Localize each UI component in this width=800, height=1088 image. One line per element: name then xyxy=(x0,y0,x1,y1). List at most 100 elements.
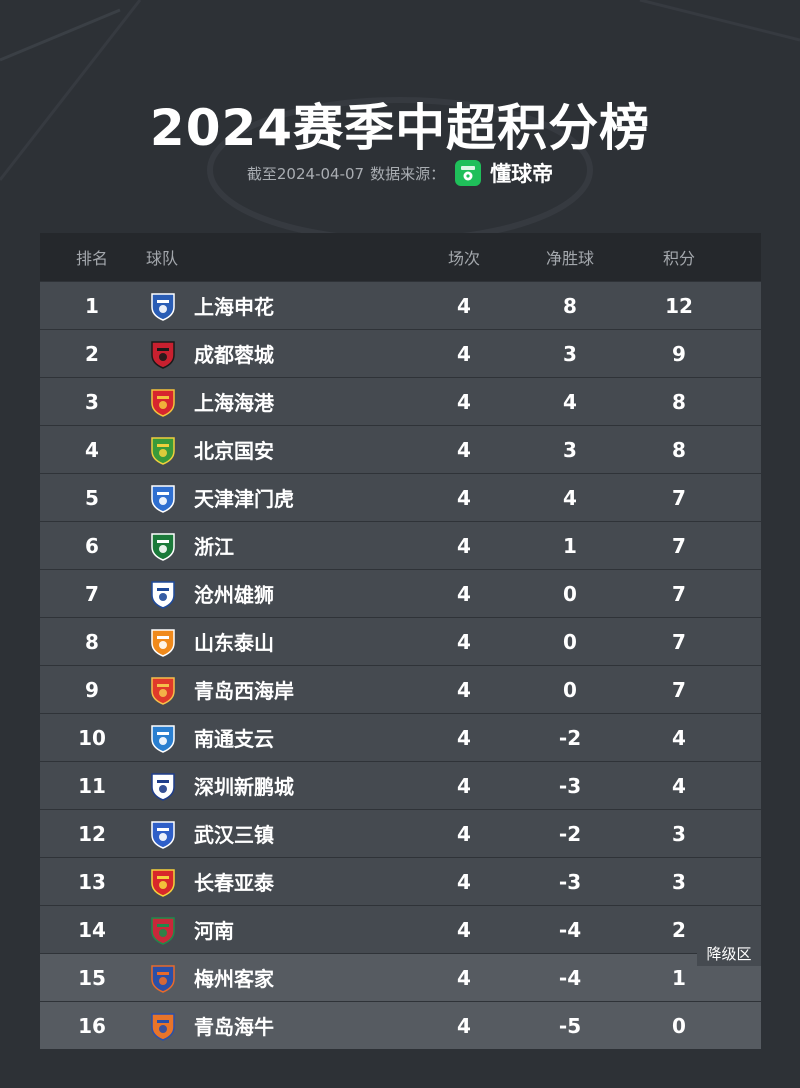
source-name: 懂球帝 xyxy=(490,162,554,186)
goal-diff-cell: 0 xyxy=(563,629,577,654)
team-badge-icon xyxy=(148,1011,178,1041)
team-cell: 青岛海牛 xyxy=(144,1011,412,1041)
played-cell: 4 xyxy=(457,725,471,750)
table-row[interactable]: 15 梅州客家 4 -4 1 xyxy=(40,953,761,1001)
team-name: 南通支云 xyxy=(194,727,274,751)
team-cell: 河南 xyxy=(144,915,412,945)
rank-cell: 13 xyxy=(78,869,106,894)
points-cell: 9 xyxy=(672,341,686,366)
team-cell: 上海海港 xyxy=(144,387,412,417)
goal-diff-cell: 8 xyxy=(563,293,577,318)
played-cell: 4 xyxy=(457,677,471,702)
team-cell: 上海申花 xyxy=(144,291,412,321)
rank-cell: 11 xyxy=(78,773,106,798)
played-cell: 4 xyxy=(457,773,471,798)
rank-cell: 6 xyxy=(85,533,99,558)
team-name: 青岛西海岸 xyxy=(194,679,294,703)
played-cell: 4 xyxy=(457,485,471,510)
table-row[interactable]: 12 武汉三镇 4 -2 3 xyxy=(40,809,761,857)
points-cell: 7 xyxy=(672,677,686,702)
source-label: 数据来源： xyxy=(370,164,446,183)
team-name: 青岛海牛 xyxy=(194,1015,274,1039)
played-cell: 4 xyxy=(457,965,471,990)
goal-diff-cell: 1 xyxy=(563,533,577,558)
points-cell: 7 xyxy=(672,629,686,654)
table-row[interactable]: 8 山东泰山 4 0 7 xyxy=(40,617,761,665)
table-row[interactable]: 14 河南 4 -4 2 xyxy=(40,905,761,953)
rank-cell: 3 xyxy=(85,389,99,414)
as-of-date: 截至2024-04-07 xyxy=(246,164,365,183)
points-cell: 0 xyxy=(672,1013,686,1038)
table-row[interactable]: 10 南通支云 4 -2 4 xyxy=(40,713,761,761)
table-row[interactable]: 16 青岛海牛 4 -5 0 xyxy=(40,1001,761,1049)
points-cell: 8 xyxy=(672,389,686,414)
played-cell: 4 xyxy=(457,821,471,846)
team-name: 成都蓉城 xyxy=(194,343,274,367)
points-cell: 4 xyxy=(672,773,686,798)
rank-cell: 2 xyxy=(85,341,99,366)
table-row[interactable]: 5 天津津门虎 4 4 7 xyxy=(40,473,761,521)
goal-diff-cell: 0 xyxy=(563,581,577,606)
team-badge-icon xyxy=(148,291,178,321)
table-row[interactable]: 13 长春亚泰 4 -3 3 xyxy=(40,857,761,905)
table-row[interactable]: 2 成都蓉城 4 3 9 xyxy=(40,329,761,377)
points-cell: 8 xyxy=(672,437,686,462)
played-cell: 4 xyxy=(457,341,471,366)
header-rank: 排名 xyxy=(75,249,108,268)
team-badge-icon xyxy=(148,963,178,993)
relegation-zone-label: 降级区 xyxy=(697,940,761,966)
dongqiudi-logo-icon xyxy=(455,160,482,186)
team-badge-icon xyxy=(148,483,178,513)
goal-diff-cell: 4 xyxy=(563,389,577,414)
goal-diff-cell: 3 xyxy=(563,437,577,462)
goal-diff-cell: -5 xyxy=(558,1013,582,1038)
team-name: 上海海港 xyxy=(194,391,274,415)
rank-cell: 9 xyxy=(85,677,99,702)
table-row[interactable]: 9 青岛西海岸 4 0 7 xyxy=(40,665,761,713)
team-cell: 浙江 xyxy=(144,531,412,561)
table-row[interactable]: 1 上海申花 4 8 12 xyxy=(40,281,761,329)
points-cell: 2 xyxy=(672,917,686,942)
team-cell: 长春亚泰 xyxy=(144,867,412,897)
team-name: 浙江 xyxy=(194,535,234,559)
team-badge-icon xyxy=(148,915,178,945)
team-cell: 沧州雄狮 xyxy=(144,579,412,609)
table-row[interactable]: 7 沧州雄狮 4 0 7 xyxy=(40,569,761,617)
table-row[interactable]: 4 北京国安 4 3 8 xyxy=(40,425,761,473)
team-name: 河南 xyxy=(194,919,234,943)
team-cell: 北京国安 xyxy=(144,435,412,465)
goal-diff-cell: -3 xyxy=(558,773,582,798)
team-badge-icon xyxy=(148,339,178,369)
team-badge-icon xyxy=(148,387,178,417)
team-cell: 武汉三镇 xyxy=(144,819,412,849)
goal-diff-cell: -4 xyxy=(558,965,582,990)
rank-cell: 8 xyxy=(85,629,99,654)
team-badge-icon xyxy=(148,867,178,897)
team-name: 长春亚泰 xyxy=(194,871,274,895)
goal-diff-cell: -4 xyxy=(558,917,582,942)
points-cell: 1 xyxy=(672,965,686,990)
header-points: 积分 xyxy=(662,249,695,268)
goal-diff-cell: 4 xyxy=(563,485,577,510)
played-cell: 4 xyxy=(457,629,471,654)
rank-cell: 7 xyxy=(85,581,99,606)
table-row[interactable]: 6 浙江 4 1 7 xyxy=(40,521,761,569)
goal-diff-cell: -3 xyxy=(558,869,582,894)
points-cell: 12 xyxy=(665,293,693,318)
points-cell: 7 xyxy=(672,485,686,510)
team-cell: 深圳新鹏城 xyxy=(144,771,412,801)
team-badge-icon xyxy=(148,675,178,705)
team-cell: 青岛西海岸 xyxy=(144,675,412,705)
team-name: 梅州客家 xyxy=(194,967,274,991)
team-cell: 梅州客家 xyxy=(144,963,412,993)
points-cell: 7 xyxy=(672,581,686,606)
team-cell: 天津津门虎 xyxy=(144,483,412,513)
subtitle: 截至2024-04-07 数据来源： 懂球帝 xyxy=(0,158,800,188)
header-played: 场次 xyxy=(447,249,480,268)
team-name: 武汉三镇 xyxy=(194,823,274,847)
table-row[interactable]: 3 上海海港 4 4 8 xyxy=(40,377,761,425)
played-cell: 4 xyxy=(457,389,471,414)
table-row[interactable]: 11 深圳新鹏城 4 -3 4 xyxy=(40,761,761,809)
team-name: 沧州雄狮 xyxy=(194,583,274,607)
table-header: 排名 球队 场次 净胜球 积分 xyxy=(40,233,761,281)
